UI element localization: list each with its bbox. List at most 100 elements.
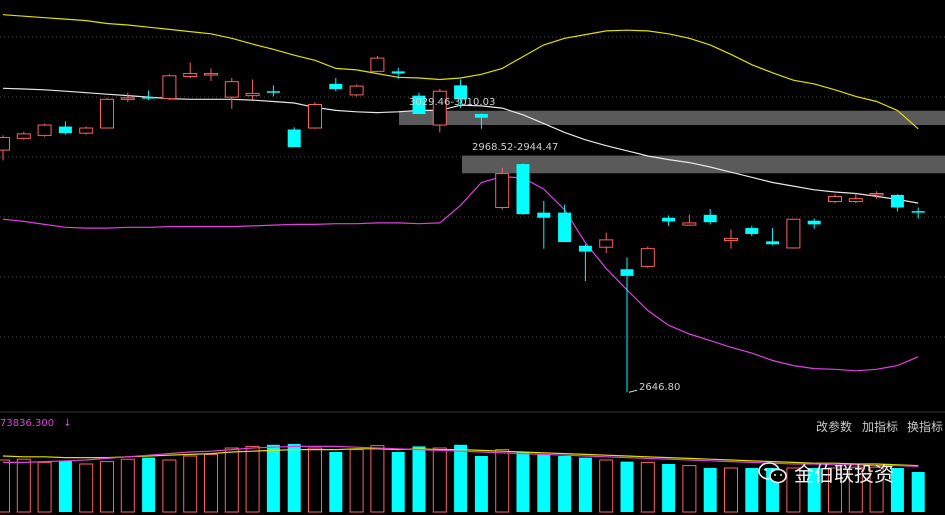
low-price-label: 2646.80 [639,382,681,394]
candle-body-down [266,91,280,93]
candle-body-up [599,239,614,248]
candle-body-up [786,218,801,249]
candle-body-up [16,133,31,139]
candle-body-up [100,98,114,129]
candle-body-down [454,85,468,100]
candle-body-up [432,90,447,126]
candle-body-down [474,114,488,118]
candle-body-down [287,129,301,148]
candle-body-down [890,194,904,208]
candle-body-down [620,269,634,276]
volume-bar-up [349,449,364,513]
volume-bar-up [120,458,135,513]
gap-label-upper: 3029.46-3010.03 [409,96,496,108]
volume-bar-up [848,466,863,513]
volume-bar-down [266,444,280,512]
add-indicator-button[interactable]: 加指标 [862,420,899,434]
volume-bar-down [745,468,759,512]
change-params-button[interactable]: 改参数 [816,420,853,434]
candle-body-up [848,198,863,203]
candle-body-up [308,103,322,129]
volume-bar-down [620,461,634,512]
volume-bar-down [412,446,426,512]
candle-body-up [370,57,385,72]
candle-body-up [682,222,697,226]
upper-band-line [2,14,919,130]
candle-body-down [911,211,925,213]
candle-body-down [142,97,156,99]
lower-band-line [2,175,919,372]
volume-bar-up [37,461,52,513]
down-arrow-icon: ↓ [63,418,72,429]
candle-body-up [640,248,655,267]
candle-body-down [412,95,426,115]
candle-body-down [558,212,572,243]
candle-body-up [162,75,177,100]
candle-body-down [807,220,821,225]
volume-bar-up [724,467,738,513]
volume-bar-down [391,452,405,512]
candle-body-up [224,81,239,98]
volume-bar-up [599,459,614,513]
volume-bar-up [162,459,177,513]
candle-body-down [516,164,530,215]
gap-zone-upper [399,110,945,126]
candle-body-down [766,241,780,245]
candle-body-up [245,92,260,97]
volume-bar-down [474,456,488,512]
volume-bar-down [58,460,72,512]
volume-bar-up [869,466,884,513]
volume-bar-up [183,455,198,513]
volume-bar-up [100,461,114,513]
volume-bar-down [911,472,925,512]
candle-body-down [578,245,592,252]
volume-ma-yellow [2,448,919,467]
candle-body-up [183,73,198,78]
volume-bar-down [142,457,156,512]
candle-body-up [120,97,135,100]
volume-bar-down [662,464,676,512]
wechat-icon [758,461,788,484]
watermark-text: 金伯联投资 [794,462,894,486]
candle-body-up [0,137,10,151]
volume-bar-down [537,454,551,512]
switch-indicator-button[interactable]: 换指标 [907,420,944,434]
volume-value: 73836.300 ↓ [0,418,72,429]
candle-body-down [58,126,72,134]
volume-bar-down [516,452,530,512]
volume-bar-down [558,456,572,512]
volume-bar-up [224,447,239,513]
candle-body-up [869,192,884,196]
gap-label-lower: 2968.52-2944.47 [472,141,559,153]
volume-bar-down [329,452,343,512]
candle-body-up [349,85,364,96]
candle-body-up [495,173,510,208]
volume-bar-up [308,447,322,513]
gap-zone-lower [462,155,945,174]
volume-bar-down [890,468,904,512]
candle-body-up [724,237,738,242]
volume-bar-up [432,447,447,513]
candle-body-up [37,124,52,136]
watermark: 金伯联投资 [758,458,894,487]
candle-body-down [745,228,759,234]
candle-body-down [537,212,551,218]
volume-bar-up [245,445,260,513]
volume-bar-down [578,457,592,512]
volume-bar-up [640,461,655,513]
volume-bar-down [703,468,717,512]
candle-body-down [703,214,717,223]
volume-bar-up [204,453,218,513]
volume-bar-up [828,467,842,513]
volume-bar-down [454,444,468,512]
volume-bar-up [16,458,31,513]
volume-bar-down [287,444,301,512]
candle-body-up [204,73,218,76]
volume-bar-down [807,468,821,512]
candle-body-down [391,71,405,74]
volume-bar-up [786,467,801,513]
candle-body-down [662,217,676,222]
volume-bar-up [0,459,10,513]
low-pointer [628,389,638,393]
